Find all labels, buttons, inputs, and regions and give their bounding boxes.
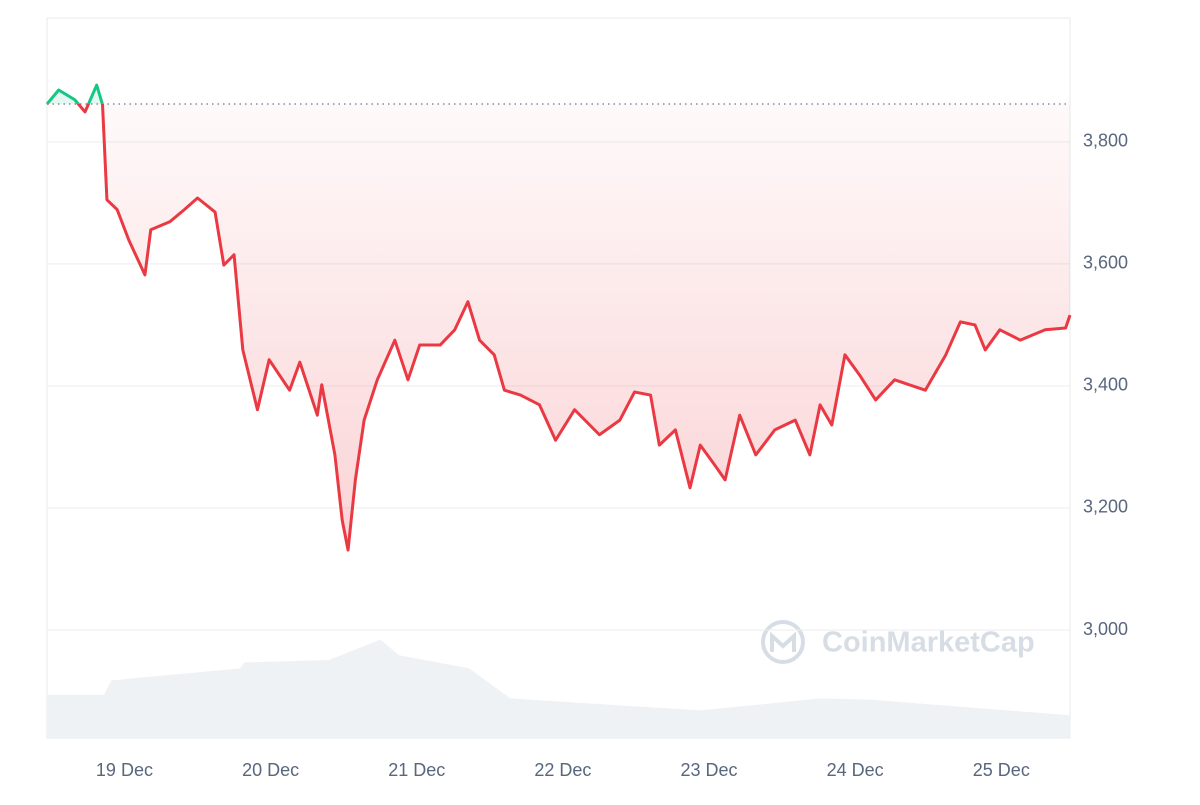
x-tick-label: 23 Dec xyxy=(681,760,738,780)
x-tick-label: 24 Dec xyxy=(827,760,884,780)
x-tick-label: 20 Dec xyxy=(242,760,299,780)
x-tick-label: 19 Dec xyxy=(96,760,153,780)
x-tick-label: 22 Dec xyxy=(534,760,591,780)
y-tick-label: 3,200 xyxy=(1083,497,1128,517)
x-tick-label: 21 Dec xyxy=(388,760,445,780)
y-tick-label: 3,800 xyxy=(1083,131,1128,151)
price-line-down xyxy=(46,104,1072,552)
y-tick-label: 3,600 xyxy=(1083,253,1128,273)
y-tick-label: 3,000 xyxy=(1083,619,1128,639)
x-tick-label: 25 Dec xyxy=(973,760,1030,780)
price-area-down xyxy=(47,104,1070,551)
y-tick-label: 3,400 xyxy=(1083,375,1128,395)
volume-area xyxy=(47,639,1070,738)
watermark-text: CoinMarketCap xyxy=(822,627,1035,659)
watermark: CoinMarketCap xyxy=(761,620,1035,664)
price-area-up xyxy=(47,85,103,105)
